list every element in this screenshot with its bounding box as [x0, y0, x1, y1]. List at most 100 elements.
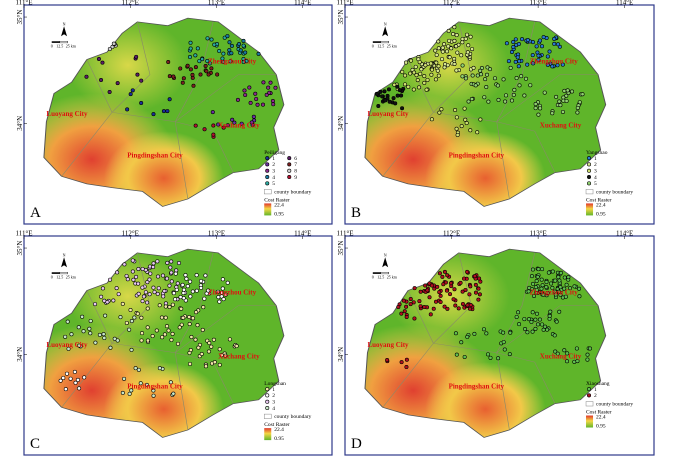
county-boundary-line: [534, 131, 556, 173]
site-point: [547, 49, 552, 54]
site-point: [171, 391, 176, 396]
lat-label: 35°N: [337, 241, 345, 256]
site-point: [396, 305, 401, 310]
site-point: [495, 83, 500, 88]
scalebar-label: 25: [66, 43, 70, 48]
site-point: [468, 128, 473, 133]
legend-symbol: [587, 162, 592, 167]
site-point: [170, 331, 175, 336]
site-point: [558, 103, 563, 108]
cost-raster-high: 22.4: [274, 427, 284, 433]
site-point: [546, 270, 551, 275]
site-point: [486, 352, 491, 357]
site-point: [206, 288, 211, 293]
site-point: [185, 63, 190, 68]
site-point: [475, 73, 480, 78]
site-point: [105, 300, 110, 305]
site-point: [509, 49, 514, 54]
site-point: [536, 58, 541, 63]
site-point: [428, 61, 433, 66]
site-point: [465, 303, 470, 308]
site-point: [540, 44, 545, 49]
site-point: [556, 289, 561, 294]
site-point: [80, 314, 85, 319]
site-point: [478, 279, 483, 284]
site-point: [168, 265, 173, 270]
site-point: [143, 290, 148, 295]
site-point: [556, 275, 561, 280]
site-point: [517, 322, 522, 327]
site-point: [75, 377, 80, 382]
site-point: [454, 126, 459, 131]
site-point: [383, 98, 388, 103]
site-point: [562, 88, 567, 93]
site-point: [160, 335, 165, 340]
site-point: [446, 44, 451, 49]
site-point: [230, 117, 235, 122]
site-point: [132, 315, 137, 320]
site-point: [97, 332, 102, 337]
site-point: [453, 107, 458, 112]
county-boundary-line: [200, 21, 214, 75]
site-point: [559, 270, 564, 275]
site-point: [125, 277, 130, 282]
county-boundary-line: [174, 121, 189, 199]
county-boundary-label: county boundary: [596, 189, 633, 195]
site-point: [501, 330, 506, 335]
region-outline: [364, 248, 607, 438]
site-point: [150, 334, 155, 339]
site-point: [145, 280, 150, 285]
site-point: [439, 107, 444, 112]
site-point: [402, 309, 407, 314]
site-point: [436, 73, 441, 78]
site-point: [134, 274, 139, 279]
site-point: [260, 102, 265, 107]
site-point: [468, 34, 473, 39]
scalebar-segment: [380, 272, 390, 275]
site-point: [178, 66, 183, 71]
site-point: [107, 89, 112, 94]
site-point: [454, 44, 459, 49]
site-point: [531, 61, 536, 66]
county-boundary-label: county boundary: [596, 402, 633, 408]
site-point: [545, 327, 550, 332]
site-point: [88, 331, 93, 336]
site-point: [220, 277, 225, 282]
site-point: [459, 340, 464, 345]
site-point: [570, 89, 575, 94]
site-point: [568, 286, 573, 291]
site-point: [87, 326, 92, 331]
county-boundary-swatch: [585, 401, 594, 407]
county-boundary-line: [86, 290, 113, 344]
site-point: [469, 97, 474, 102]
site-point: [530, 267, 535, 272]
site-point: [167, 74, 172, 79]
site-point: [427, 295, 432, 300]
panel-letter: D: [351, 436, 362, 452]
site-point: [492, 76, 497, 81]
site-point: [168, 380, 173, 385]
site-point: [560, 62, 565, 67]
site-point: [134, 54, 139, 59]
site-point: [118, 315, 123, 320]
site-point: [445, 273, 450, 278]
county-boundary-line: [112, 112, 176, 122]
site-point: [166, 328, 171, 333]
site-point: [536, 112, 541, 117]
site-point: [100, 60, 105, 65]
site-point: [129, 319, 134, 324]
site-point: [241, 43, 246, 48]
site-point: [212, 360, 217, 365]
site-point: [190, 316, 195, 321]
site-point: [404, 357, 409, 362]
site-point: [418, 304, 423, 309]
county-boundary-line: [61, 112, 113, 177]
city-label: Zhengzhou City: [208, 57, 257, 65]
site-point: [188, 361, 193, 366]
site-point: [543, 324, 548, 329]
site-point: [139, 78, 144, 83]
site-point: [266, 85, 271, 90]
site-point: [102, 298, 107, 303]
site-point: [151, 261, 156, 266]
legend-symbol: [265, 387, 270, 392]
